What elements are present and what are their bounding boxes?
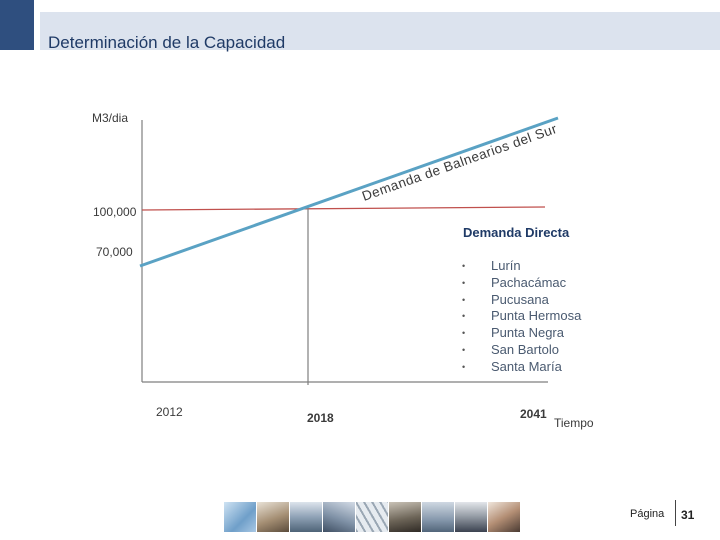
district-name: Pachacámac [491, 274, 567, 290]
y-axis-label: M3/dia [92, 111, 128, 125]
y-tick-70000: 70,000 [96, 245, 133, 259]
building-image [422, 502, 454, 532]
office-image [323, 502, 355, 532]
bullet-icon: • [462, 344, 466, 355]
page-number: 31 [681, 508, 695, 522]
handshake-image [488, 502, 520, 532]
list-item: • Santa María [462, 359, 581, 376]
bullet-icon: • [462, 311, 466, 322]
bullet-icon: • [462, 277, 466, 288]
industrial-image [290, 502, 322, 532]
x-axis-label: Tiempo [554, 416, 594, 430]
district-name: Lurín [491, 258, 521, 273]
page-divider [675, 500, 676, 526]
legend-title: Demanda Directa [463, 225, 570, 240]
header-accent-block [0, 0, 34, 50]
page-title: Determinación de la Capacidad [48, 33, 286, 52]
capacity-line-100000 [141, 206, 546, 211]
team-image [455, 502, 487, 532]
district-name: Santa María [491, 358, 562, 374]
x-tick-2012: 2012 [156, 405, 183, 419]
district-name: Pucusana [491, 291, 549, 307]
district-name: Punta Negra [491, 325, 564, 341]
demand-line [139, 116, 559, 268]
list-item: • Pachacámac [462, 275, 581, 292]
bullet-icon: • [462, 261, 466, 271]
y-tick-100000: 100,000 [93, 205, 137, 219]
page-label: Página [630, 508, 665, 520]
x-tick-2041: 2041 [520, 407, 547, 421]
list-item: • Pucusana [462, 292, 581, 309]
bullet-icon: • [462, 361, 466, 372]
people-image [257, 502, 289, 532]
power-lines-image [356, 502, 388, 532]
footer-image-strip [224, 502, 520, 532]
bullet-icon: • [462, 328, 466, 339]
list-item: • San Bartolo [462, 342, 581, 359]
water-drop-image [224, 502, 256, 532]
x-tick-2018: 2018 [307, 411, 334, 425]
district-name: San Bartolo [491, 341, 559, 357]
header-bar [40, 12, 720, 50]
list-item: • Punta Negra [462, 325, 581, 342]
list-item: • Punta Hermosa [462, 308, 581, 325]
list-item: • Lurín [462, 258, 581, 275]
districts-list: • Lurín • Pachacámac • Pucusana • Punta Herm… [462, 258, 581, 376]
meeting-image [389, 502, 421, 532]
demand-curve-label: Demanda de Balnearios del Sur [360, 121, 559, 204]
bullet-icon: • [462, 294, 466, 305]
district-name: Punta Hermosa [491, 308, 582, 324]
